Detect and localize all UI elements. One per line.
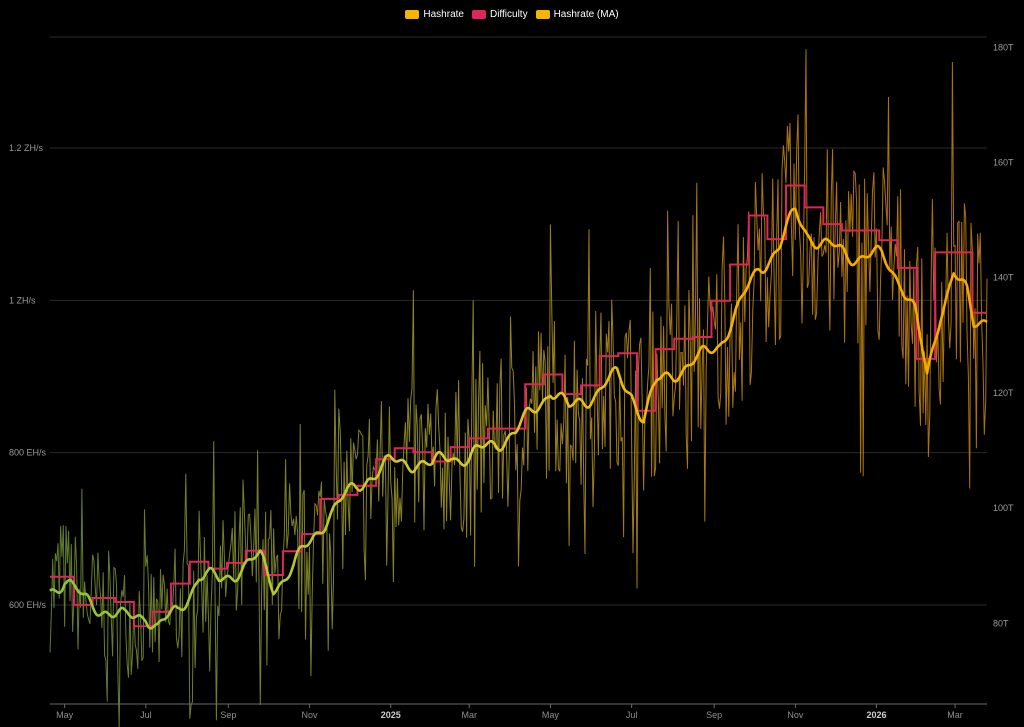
y-right-tick-label: 80T	[993, 618, 1009, 628]
legend-swatch-hashrate	[405, 10, 420, 19]
x-tick-label: 2026	[867, 710, 887, 720]
y-right-tick-label: 140T	[993, 273, 1014, 283]
hashrate-line	[49, 49, 988, 727]
legend-item-hashrate-ma[interactable]: Hashrate (MA)	[535, 9, 619, 20]
x-tick-label: Sep	[706, 710, 722, 720]
x-tick-label: Jul	[626, 710, 638, 720]
y-right-tick-label: 180T	[993, 42, 1014, 52]
y-right-tick-label: 160T	[993, 157, 1014, 167]
legend-swatch-hashrate-ma	[535, 10, 550, 19]
legend-swatch-difficulty	[471, 10, 486, 19]
legend-item-difficulty[interactable]: Difficulty	[471, 9, 528, 20]
x-axis: May Jul Sep Nov 2025 Mar May Jul Sep Nov 2026 Mar	[56, 704, 963, 720]
y-left-tick-label: 800 EH/s	[9, 448, 47, 458]
x-tick-label: May	[542, 710, 560, 720]
x-tick-label: Jul	[140, 710, 152, 720]
y-axis-right: 80T 100T 120T 140T 160T 180T	[993, 42, 1014, 628]
legend-label-hashrate-ma: Hashrate (MA)	[553, 9, 619, 20]
x-tick-label: Mar	[462, 710, 478, 720]
series-hashrate	[49, 49, 988, 727]
series-hashrate-ma	[49, 207, 988, 630]
x-tick-label: Nov	[302, 710, 319, 720]
y-left-tick-label: 600 EH/s	[9, 600, 47, 610]
legend-label-difficulty: Difficulty	[489, 9, 528, 20]
x-tick-label: Mar	[947, 710, 963, 720]
y-right-tick-label: 120T	[993, 388, 1014, 398]
legend: Hashrate Difficulty Hashrate (MA)	[0, 9, 1024, 20]
x-tick-label: May	[56, 710, 74, 720]
hashrate-ma-line	[49, 207, 988, 630]
y-left-tick-label: 1 ZH/s	[9, 295, 36, 305]
legend-item-hashrate[interactable]: Hashrate	[405, 9, 464, 20]
legend-label-hashrate: Hashrate	[423, 9, 464, 20]
x-tick-label: 2025	[381, 710, 401, 720]
y-right-tick-label: 100T	[993, 503, 1014, 513]
y-left-tick-label: 1.2 ZH/s	[9, 143, 44, 153]
x-tick-label: Nov	[787, 710, 804, 720]
y-axis-left: 600 EH/s 800 EH/s 1 ZH/s 1.2 ZH/s	[9, 143, 47, 610]
x-tick-label: Sep	[220, 710, 236, 720]
